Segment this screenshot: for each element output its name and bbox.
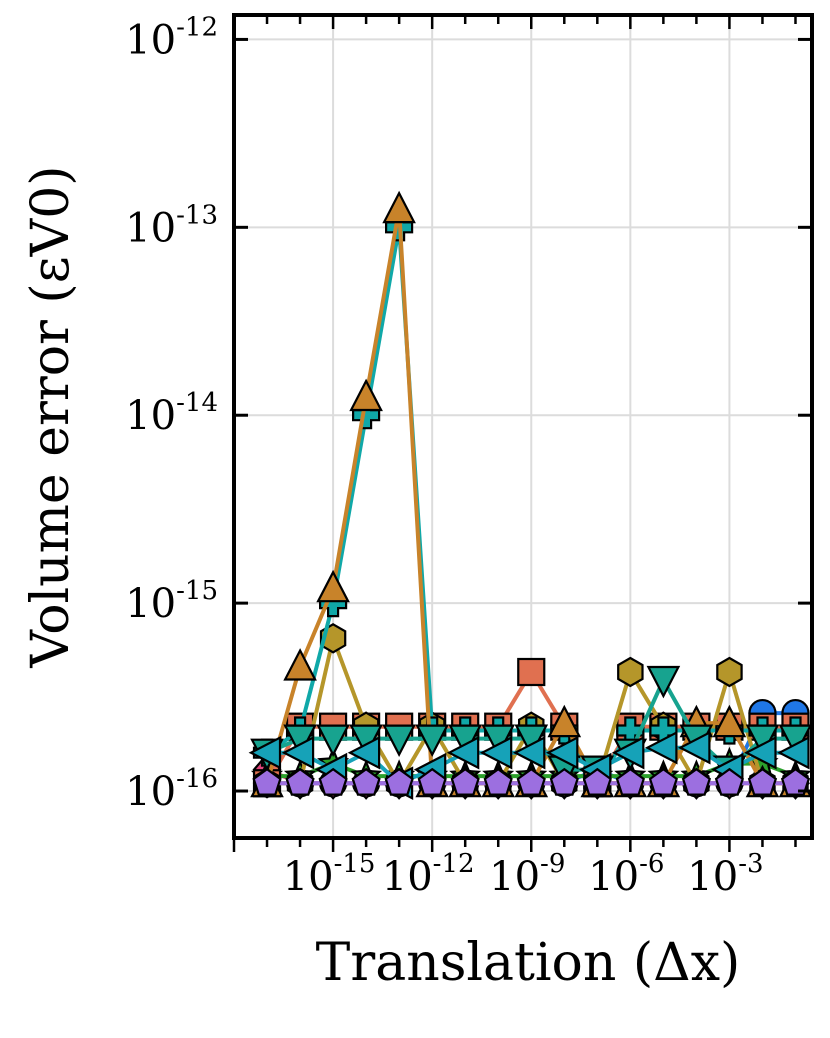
square-marker (517, 657, 546, 687)
triangle-left-marker (777, 735, 810, 770)
y-tick-label: 10-13 (125, 200, 218, 251)
series-cyan-triangle-left (248, 730, 810, 801)
pentagon-marker (417, 767, 447, 796)
y-tick-label: 10-16 (125, 764, 218, 815)
triangle-up-marker (382, 190, 416, 224)
pentagon-marker (516, 767, 546, 796)
triangle-up-marker (547, 704, 582, 738)
pentagon-marker (582, 767, 612, 796)
pentagon-marker (318, 767, 348, 796)
pentagon-marker (780, 767, 811, 796)
plot-frame (232, 13, 814, 840)
triangle-up-marker (316, 569, 350, 603)
pentagon-marker (714, 767, 744, 796)
triangle-left-marker (678, 730, 711, 765)
triangle-down-marker (646, 665, 681, 699)
pentagon-marker (648, 767, 678, 796)
pentagon-marker (285, 767, 315, 796)
pentagon-marker (681, 767, 711, 796)
hexagon-marker (617, 656, 644, 688)
triangle-up-marker (712, 704, 747, 738)
pentagon-marker (483, 767, 513, 796)
pentagon-marker (549, 767, 579, 796)
series-layer (248, 190, 813, 801)
triangle-left-marker (281, 735, 315, 770)
triangle-up-marker (349, 378, 383, 412)
triangle-down-marker (415, 724, 450, 757)
x-tick-label: 10-3 (687, 849, 763, 900)
y-tick-label: 10-12 (125, 12, 218, 63)
pentagon-marker (450, 767, 480, 796)
y-tick-label: 10-14 (125, 388, 218, 439)
pentagon-marker (351, 767, 381, 796)
triangle-left-marker (479, 735, 513, 770)
x-axis-label: Translation (Δx) (316, 933, 741, 993)
triangle-up-marker (283, 648, 317, 681)
pentagon-marker (747, 767, 778, 796)
y-tick-label: 10-15 (125, 576, 218, 627)
triangle-down-marker (316, 724, 350, 757)
x-tick-label: 10-9 (489, 849, 565, 900)
triangle-left-marker (248, 735, 282, 770)
y-axis-label: Volume error (εV0) (21, 165, 81, 668)
triangle-left-marker (645, 730, 678, 765)
x-tick-label: 10-6 (588, 849, 664, 900)
triangle-left-marker (611, 735, 645, 770)
pentagon-marker (615, 767, 645, 796)
x-tick-label: 10-12 (382, 849, 475, 900)
pentagon-marker (252, 767, 282, 796)
triangle-left-marker (512, 735, 546, 770)
pentagon-marker (384, 767, 414, 796)
triangle-left-marker (744, 735, 777, 770)
triangle-left-marker (545, 735, 579, 770)
triangle-down-marker (382, 724, 416, 757)
series-purple-pentagon (252, 767, 811, 796)
triangle-left-marker (446, 735, 480, 770)
ticks (232, 15, 812, 852)
hexagon-marker (716, 656, 743, 688)
triangle-left-marker (347, 735, 381, 770)
x-tick-label: 10-15 (283, 849, 376, 900)
